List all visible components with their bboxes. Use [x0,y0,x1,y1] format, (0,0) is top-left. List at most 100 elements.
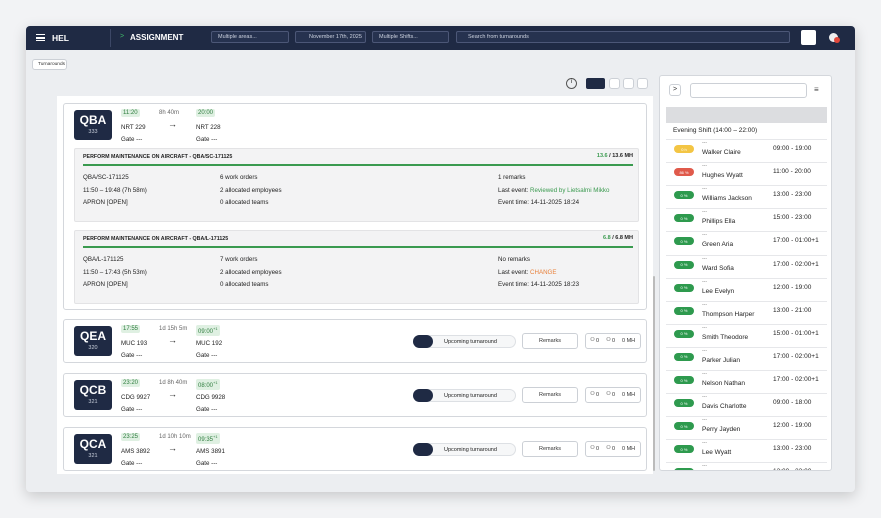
search-input[interactable]: Search from turnarounds [456,31,790,43]
ground-duration: 1d 8h 40m [159,380,188,386]
row-divider [666,162,827,164]
employee-name: Lee Wyatt [702,449,732,457]
view-button[interactable] [609,78,620,89]
task-work-orders: 7 work orders [220,256,258,263]
aircraft-badge: QCA 321 [74,434,112,464]
calendar-button[interactable] [623,78,634,89]
employee-hours: 13:00 - 23:00 [773,468,811,470]
task-id: QBA/L-171125 [83,256,124,263]
area-select[interactable]: Multiple areas... [211,31,289,43]
employee-hours: 13:00 - 21:00 [773,306,812,314]
load-badge: 0 % [674,422,694,431]
staff-search[interactable] [690,83,807,98]
load-badge: 0 % [674,306,694,315]
staffing-box: 0 0 0 MH ⚇ ⚇ [585,387,641,403]
load-badge: 0 % [674,399,694,408]
employee-hours: 12:00 - 19:00 [773,283,812,291]
task-box: PERFORM MAINTENANCE ON AIRCRAFT - QBA/SC… [74,148,639,222]
departure-flight: MUC 192 [196,340,223,347]
staffing-box: 0 0 0 MH ⚇ ⚇ [585,333,641,349]
menu-button[interactable] [36,34,45,41]
employee-name: Nelson Nathan [702,380,745,387]
aircraft-badge: QBA 333 [74,110,112,140]
status-text: Upcoming turnaround [444,393,497,399]
staff-count: 0 [596,338,600,344]
view-toggle[interactable] [586,78,605,89]
task-time: 11:50 – 17:43 (5h 53m) [83,268,147,276]
employee-id: --- [702,186,707,193]
day-offset: +1 [213,434,218,439]
departure-time: 09:00+1 [196,325,220,336]
team-icon: ⚇ [606,391,611,397]
shift-select[interactable]: Multiple Shifts... [372,31,449,43]
employee-id: --- [702,232,707,239]
task-last-event: Last event: CHANGE [498,269,557,276]
staff-filter[interactable]: ≡ [814,85,819,94]
menu-bar [36,37,45,39]
shift-label: Evening Shift (14:00 – 22:00) [673,127,758,134]
last-event: CHANGE [530,268,557,276]
load-badge: 0 % [674,468,694,470]
airport-code: HEL [52,33,69,43]
departure-flight: CDG 9928 [196,394,226,401]
ground-duration: 1d 10h 10m [159,434,191,440]
task-event-time: Event time: 14-11-2025 18:23 [498,281,580,288]
status-toggle[interactable]: Upcoming turnaround [413,443,516,456]
arrival-flight: NRT 229 [121,124,146,131]
arrow: → [168,119,177,129]
load-badge: 0 % [674,237,694,246]
ground-duration: 1d 15h 5m [159,326,188,332]
filter-button[interactable] [801,30,816,45]
aircraft-code: QBA [79,113,107,127]
row-divider [666,416,827,418]
arrival-flight: CDG 9927 [121,394,151,401]
aircraft-type: 321 [88,453,98,459]
row-divider [666,277,827,279]
turnaround-card[interactable]: QEA 320 17:55 1d 15h 5m 09:00+1 → MUC 193 MUC 1… [63,319,647,363]
employee-id: --- [702,324,707,331]
task-location: APRON [OPEN] [83,199,128,206]
avatar[interactable] [829,33,840,43]
employee-hours: 13:00 - 23:00 [773,445,812,453]
employee-id: --- [702,301,707,308]
turnaround-card[interactable]: QCA 321 23:25 1d 10h 10m 09:35+1 → AMS 3892 AMS… [63,427,647,471]
employee-id: --- [702,163,707,170]
row-divider [666,254,827,256]
status-toggle[interactable]: Upcoming turnaround [413,335,516,348]
row-divider [666,462,827,464]
collapse-button[interactable]: > [669,84,681,96]
task-box: PERFORM MAINTENANCE ON AIRCRAFT - QBA/L-… [74,230,639,304]
date-select[interactable]: November 17th, 2025 [295,31,366,43]
info-button[interactable]: i [566,78,577,89]
row-divider [666,185,827,187]
ground-duration: 8h 40m [159,110,180,116]
task-location: APRON [OPEN] [83,281,128,288]
load-badge: 0 % [674,352,694,361]
aircraft-code: QCB [79,383,107,397]
aircraft-code: QCA [79,437,107,451]
load-badge: 0 % [674,260,694,269]
status-toggle[interactable]: Upcoming turnaround [413,389,516,402]
turnaround-card[interactable]: QBA 333 11:20 8h 40m 20:00 → NRT 229 NRT 228 Gat… [63,103,647,310]
remarks-button[interactable]: Remarks [522,441,578,457]
arrival-flight: AMS 3892 [121,448,150,455]
task-work-orders: 6 work orders [220,174,258,181]
remarks-button[interactable]: Remarks [522,333,578,349]
team-count: 0 [612,446,616,452]
expand-button[interactable] [637,78,648,89]
turnaround-card[interactable]: QCB 321 23:20 1d 8h 40m 08:00+1 → CDG 9927 CDG … [63,373,647,417]
arrow: → [168,443,177,453]
mh-done: 13.6 [596,153,608,159]
breadcrumb[interactable]: Turnarounds [32,59,67,70]
status-text: Upcoming turnaround [444,447,497,453]
task-title: PERFORM MAINTENANCE ON AIRCRAFT - QBA/L-… [83,236,229,242]
remarks-button[interactable]: Remarks [522,387,578,403]
aircraft-type: 333 [88,129,98,135]
employee-hours: 11:00 - 20:00 [773,168,811,176]
last-event: Reviewed by Lietsalmi Mikko [530,186,610,194]
employee-name: Lee Evelyn [702,287,735,295]
task-event-time: Event time: 14-11-2025 18:24 [498,199,580,206]
employee-hours: 17:00 - 01:00+1 [773,237,819,245]
employee-name: Green Aria [702,241,734,249]
row-divider [666,208,827,210]
